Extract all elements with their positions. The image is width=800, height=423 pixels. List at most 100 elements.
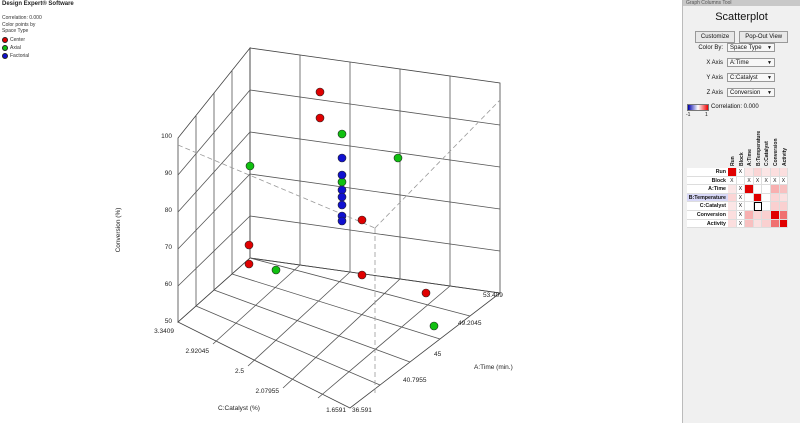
y-tick: 2.07955 [256, 388, 280, 395]
matrix-cell[interactable]: X [736, 193, 746, 203]
matrix-cell[interactable]: X [762, 176, 771, 186]
matrix-cell[interactable] [753, 185, 763, 194]
legend-dot [2, 37, 8, 43]
x-tick: 45 [434, 351, 442, 358]
matrix-cell[interactable]: X [753, 176, 763, 186]
matrix-cell[interactable] [728, 219, 737, 229]
matrix-cell[interactable] [770, 168, 780, 177]
data-point-axial[interactable] [429, 321, 439, 331]
x-axis-label: X Axis [706, 59, 723, 66]
matrix-cell[interactable] [753, 210, 763, 220]
matrix-cell[interactable] [779, 210, 789, 220]
matrix-cell[interactable] [745, 210, 754, 220]
matrix-cell[interactable] [779, 185, 789, 194]
data-point-center[interactable] [315, 87, 325, 97]
matrix-cell[interactable] [762, 168, 771, 177]
matrix-row-label: B:Temperature [687, 193, 728, 203]
matrix-cell[interactable] [745, 219, 754, 229]
matrix-cell[interactable] [728, 193, 737, 203]
popout-view-button[interactable]: Pop-Out View [739, 31, 789, 43]
data-point-center[interactable] [244, 259, 254, 269]
matrix-cell[interactable] [736, 176, 746, 186]
chevron-down-icon: ▼ [767, 45, 772, 51]
matrix-cell[interactable] [745, 168, 754, 177]
matrix-cell[interactable] [728, 185, 737, 194]
matrix-cell[interactable] [745, 193, 754, 203]
matrix-cell[interactable] [762, 193, 771, 203]
data-point-axial[interactable] [271, 265, 281, 275]
matrix-row-label: Block [687, 176, 728, 186]
matrix-body: Run X Block X X X X X X A:Time X B:Temperature X C:Ca… [687, 168, 789, 229]
matrix-cell[interactable] [762, 185, 771, 194]
data-point-axial[interactable] [245, 161, 255, 171]
grid-lines [177, 46, 502, 409]
data-point-center[interactable] [244, 240, 254, 250]
matrix-cell[interactable] [753, 219, 763, 229]
correlation-matrix[interactable]: Run Block A:Time B:Temperature C:Catalyst Con… [687, 120, 789, 229]
data-point-center[interactable] [315, 113, 325, 123]
data-point-factorial[interactable] [337, 192, 347, 202]
data-point-factorial[interactable] [337, 170, 347, 180]
y-axis-select[interactable]: C:Catalyst ▼ [727, 73, 775, 82]
matrix-col-header: Activity [781, 147, 788, 166]
matrix-cell[interactable] [762, 219, 771, 229]
matrix-row-label: Activity [687, 219, 728, 229]
matrix-header: Run Block A:Time B:Temperature C:Catalyst Con… [687, 120, 788, 168]
matrix-cell[interactable]: X [736, 168, 746, 177]
matrix-cell[interactable]: X [779, 176, 789, 186]
data-point-center[interactable] [421, 288, 431, 298]
matrix-cell[interactable]: X [736, 219, 746, 229]
x-tick: 49.2045 [458, 320, 482, 327]
matrix-row: B:Temperature X [687, 193, 789, 203]
matrix-row-label: Run [687, 168, 728, 177]
matrix-cell[interactable] [745, 185, 754, 194]
matrix-cell[interactable] [753, 202, 763, 211]
chevron-down-icon: ▼ [767, 60, 772, 66]
matrix-cell[interactable] [779, 202, 789, 211]
data-point-factorial[interactable] [337, 200, 347, 210]
data-point-center[interactable] [357, 215, 367, 225]
matrix-cell[interactable]: X [745, 176, 754, 186]
matrix-cell[interactable]: X [736, 185, 746, 194]
matrix-cell[interactable]: X [770, 176, 780, 186]
matrix-cell[interactable] [728, 168, 737, 177]
matrix-cell[interactable] [770, 210, 780, 220]
color-by-select[interactable]: Space Type ▼ [727, 43, 775, 52]
y-axis-label: Y Axis [706, 74, 723, 81]
x-tick: 53.409 [483, 292, 503, 299]
3d-scatter-svg[interactable]: 100 90 80 70 60 50 Conversion (%) 3.3409… [0, 0, 682, 423]
matrix-col-header: C:Catalyst [764, 141, 771, 166]
matrix-cell[interactable] [770, 219, 780, 229]
data-point-factorial[interactable] [337, 153, 347, 163]
matrix-cell[interactable]: X [736, 202, 746, 211]
data-point-factorial[interactable] [337, 216, 347, 226]
scatterplot-area[interactable]: Design Expert® Software Correlation: 0.0… [0, 0, 682, 423]
matrix-cell[interactable] [779, 168, 789, 177]
matrix-row: C:Catalyst X [687, 202, 789, 211]
matrix-cell[interactable] [728, 210, 737, 220]
x-axis-select[interactable]: A:Time ▼ [727, 58, 775, 67]
data-point-axial[interactable] [393, 153, 403, 163]
matrix-cell[interactable] [762, 210, 771, 220]
matrix-cell[interactable] [779, 219, 789, 229]
matrix-cell[interactable] [770, 202, 780, 211]
x-tick: 36.591 [352, 407, 372, 414]
customize-button[interactable]: Customize [694, 31, 736, 43]
data-point-axial[interactable] [337, 129, 347, 139]
matrix-cell[interactable] [753, 168, 763, 177]
matrix-cell[interactable] [753, 193, 763, 203]
z-axis-select[interactable]: Conversion ▼ [727, 88, 775, 97]
data-point-center[interactable] [357, 270, 367, 280]
matrix-cell[interactable] [770, 185, 780, 194]
legend-dot [2, 53, 8, 59]
matrix-cell[interactable] [779, 193, 789, 203]
x-axis-label: A:Time (min.) [474, 364, 513, 371]
matrix-col-header: B:Temperature [755, 130, 762, 166]
matrix-cell[interactable]: X [736, 210, 746, 220]
matrix-cell[interactable] [762, 202, 771, 211]
matrix-cell[interactable]: X [728, 176, 737, 186]
z-tick: 60 [165, 281, 173, 288]
matrix-cell[interactable] [770, 193, 780, 203]
matrix-cell[interactable] [728, 202, 737, 211]
matrix-cell[interactable] [745, 202, 754, 211]
